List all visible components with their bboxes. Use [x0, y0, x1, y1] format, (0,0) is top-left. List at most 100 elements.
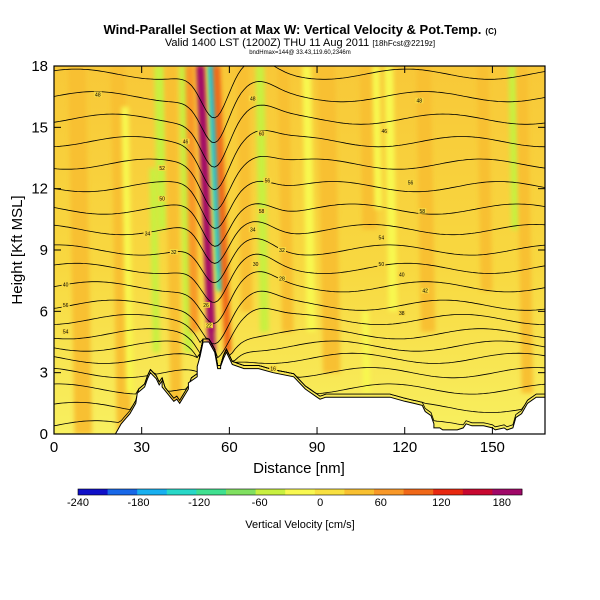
theta-contour-4: [54, 338, 545, 366]
contour-label-26: 40: [399, 272, 405, 278]
colorbar-swatch-0: [78, 489, 108, 495]
colorbar-tick-6: 120: [432, 497, 450, 509]
theta-contour-18: [54, 81, 545, 144]
chart-title: Wind-Parallel Section at Max W: Vertical…: [103, 22, 496, 37]
field-background: [54, 66, 545, 434]
contour-label-12: 58: [259, 209, 265, 215]
colorbar: -240 -180 -120 -60 0 60 120 180: [67, 488, 523, 509]
contour-label-bg-18: [204, 322, 213, 329]
contour-label-0: 40: [63, 283, 69, 289]
velocity-cell-10: [212, 66, 232, 353]
theta-contour-11: [54, 238, 545, 284]
velocity-core-8: [198, 66, 214, 332]
y-axis: 0 3 6 9 12 15 18: [31, 58, 545, 443]
velocity-cell-15: [317, 66, 341, 373]
contour-label-bg-26: [397, 271, 406, 278]
theta-contour-17: [54, 104, 545, 168]
velocity-cell-18: [372, 66, 383, 210]
colorbar-swatch-3: [166, 489, 197, 495]
colorbar-swatch-10: [374, 489, 404, 495]
copyright-mark: (C): [485, 27, 496, 36]
colorbar-swatch-13: [462, 489, 493, 495]
theta-contours: [54, 66, 545, 428]
contour-label-bg-24: [377, 234, 386, 241]
velocity-cell-23: [516, 66, 534, 394]
contour-label-21: 46: [381, 129, 387, 135]
contour-label-bg-28: [397, 310, 406, 316]
contour-label-6: 50: [159, 197, 165, 203]
colorbar-swatch-11: [403, 489, 434, 495]
contour-label-25: 50: [379, 262, 385, 268]
y-axis-label: Height [Kft MSL]: [9, 195, 26, 304]
theta-contour-13: [54, 203, 545, 247]
y-tick-label-1: 3: [40, 365, 48, 382]
colorbar-swatch-8: [314, 489, 345, 495]
colorbar-tick-7: 180: [493, 497, 511, 509]
contour-label-bg-12: [257, 208, 266, 214]
theta-contour-9: [54, 271, 545, 324]
velocity-cell-14: [302, 66, 316, 332]
x-axis: 0 30 60 90 120 150: [50, 66, 505, 456]
contour-label-13: 34: [250, 227, 256, 233]
velocity-cell-7: [185, 66, 199, 332]
x-tick-label-5: 150: [480, 439, 505, 456]
contour-label-bg-11: [263, 177, 272, 183]
velocity-cell-13: [277, 66, 294, 332]
y-tick-label-6: 18: [31, 58, 48, 75]
y-tick-label-2: 6: [40, 303, 48, 320]
colorbar-swatch-4: [196, 489, 227, 495]
terrain: [54, 341, 545, 434]
theta-contour-15: [54, 156, 545, 211]
contour-label-bg-8: [169, 249, 178, 255]
contour-label-9: 48: [250, 97, 256, 103]
y-tick-label-4: 12: [31, 181, 48, 198]
contour-label-bg-22: [406, 179, 415, 186]
contour-label-bg-25: [377, 261, 386, 267]
contour-label-bg-14: [277, 247, 286, 253]
colorbar-swatch-1: [107, 489, 138, 495]
contour-label-4: 46: [183, 139, 189, 145]
contour-label-bg-5: [158, 165, 167, 171]
theta-contour-7: [54, 307, 545, 359]
x-axis-label: Distance [nm]: [253, 460, 345, 477]
contour-label-8: 32: [171, 250, 177, 256]
theta-contour-labels: 40 56 54 48 46 52 50 34 32 48 60 56 58 34 32 30 28 26 22 16…: [61, 91, 430, 372]
contour-label-bg-1: [61, 302, 70, 308]
contour-label-bg-20: [415, 97, 424, 104]
velocity-cell-0: [68, 66, 92, 434]
contour-label-bg-4: [181, 138, 190, 145]
contour-label-2: 54: [63, 330, 69, 336]
contour-label-28: 38: [399, 311, 405, 317]
y-tick-label-0: 0: [40, 426, 48, 443]
contour-label-24: 54: [379, 236, 385, 242]
contour-label-bg-6: [158, 195, 167, 202]
contour-label-1: 56: [63, 303, 69, 309]
contour-label-bg-0: [61, 281, 70, 288]
velocity-cell-11: [236, 66, 253, 312]
y-tick-label-3: 9: [40, 242, 48, 259]
colorbar-swatch-6: [255, 489, 286, 495]
colorbar-swatch-9: [344, 489, 375, 495]
colorbar-tick-4: 0: [317, 497, 323, 509]
colorbar-swatch-2: [137, 489, 168, 495]
contour-label-3: 48: [95, 92, 101, 98]
info-line: bndHmax=144@ 33.43,119.60,2346m: [249, 50, 351, 56]
contour-label-22: 56: [408, 180, 414, 186]
velocity-cell-21: [476, 66, 493, 291]
contour-label-bg-17: [201, 302, 210, 308]
contour-label-5: 52: [159, 166, 165, 172]
contour-label-20: 48: [417, 99, 423, 105]
contour-label-bg-10: [257, 130, 266, 136]
forecast-note: [18hFcst@2219z]: [372, 39, 435, 48]
colorbar-tick-3: -60: [252, 497, 268, 509]
contour-label-bg-13: [248, 226, 257, 233]
contour-label-15: 30: [253, 262, 259, 268]
theta-contour-8: [54, 290, 545, 345]
theta-contour-6: [54, 328, 545, 366]
contour-label-bg-3: [93, 91, 102, 98]
theta-contour-3: [54, 338, 545, 379]
velocity-cell-4: [154, 66, 168, 230]
contour-label-bg-19: [269, 365, 278, 372]
contour-label-bg-7: [143, 230, 152, 237]
theta-contour-2: [54, 338, 545, 395]
